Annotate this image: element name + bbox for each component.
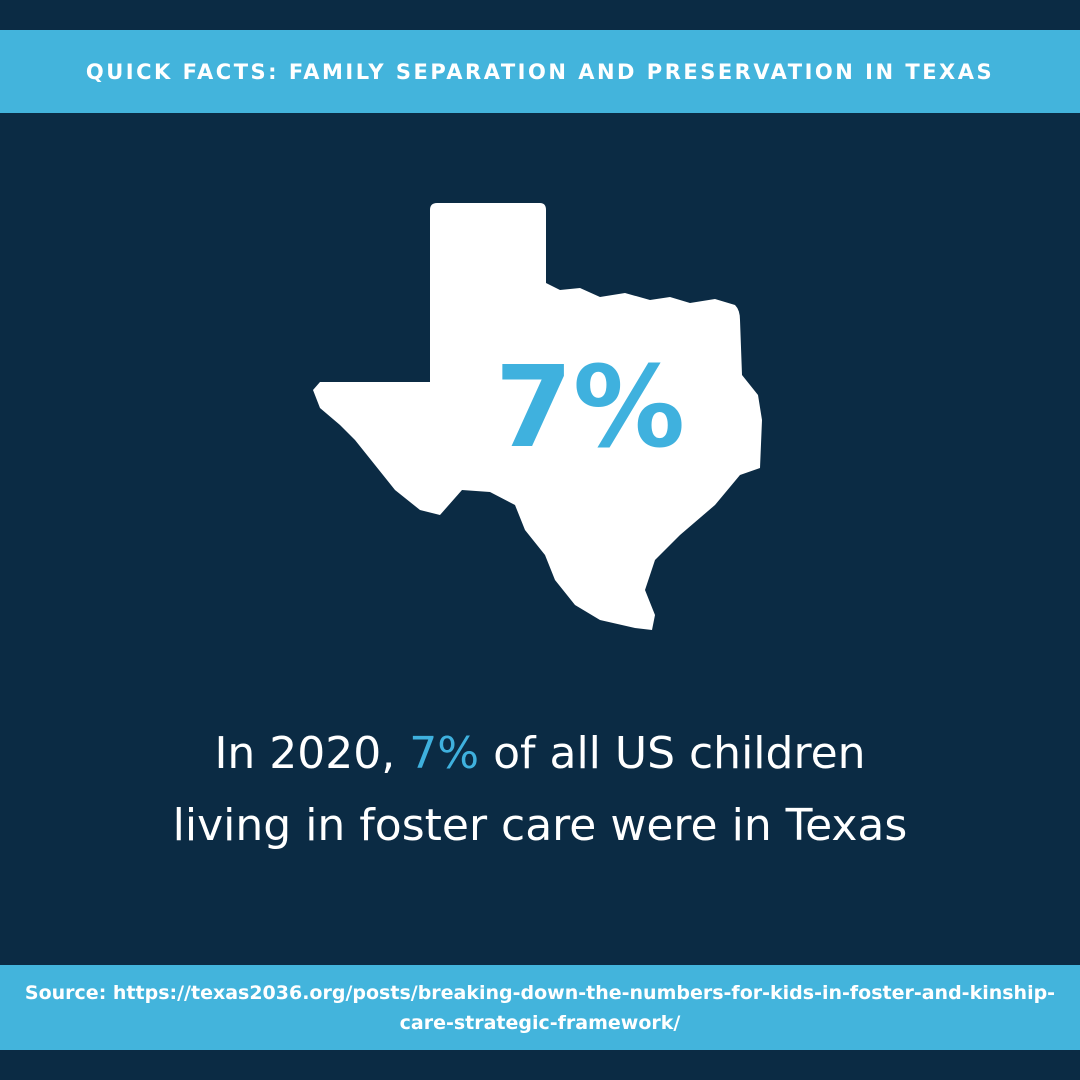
source-text: Source: https://texas2036.org/posts/brea…	[24, 981, 1056, 1034]
stat-value: 7%	[495, 343, 685, 473]
statement: In 2020, 7% of all US children living in…	[0, 718, 1080, 862]
statement-line: living in foster care were in Texas	[172, 800, 908, 851]
header-title: QUICK FACTS: FAMILY SEPARATION AND PRESE…	[85, 59, 995, 84]
statement-line: In 2020, 7% of all US children	[0, 718, 1080, 790]
statement-text: In 2020,	[214, 728, 396, 779]
source-bar: Source: https://texas2036.org/posts/brea…	[0, 965, 1080, 1050]
texas-shape	[313, 203, 762, 630]
statement-text: of all US children	[493, 728, 866, 779]
texas-graphic: 7%	[313, 203, 762, 630]
header-bar: QUICK FACTS: FAMILY SEPARATION AND PRESE…	[0, 30, 1080, 113]
statement-highlight: 7%	[409, 728, 480, 779]
